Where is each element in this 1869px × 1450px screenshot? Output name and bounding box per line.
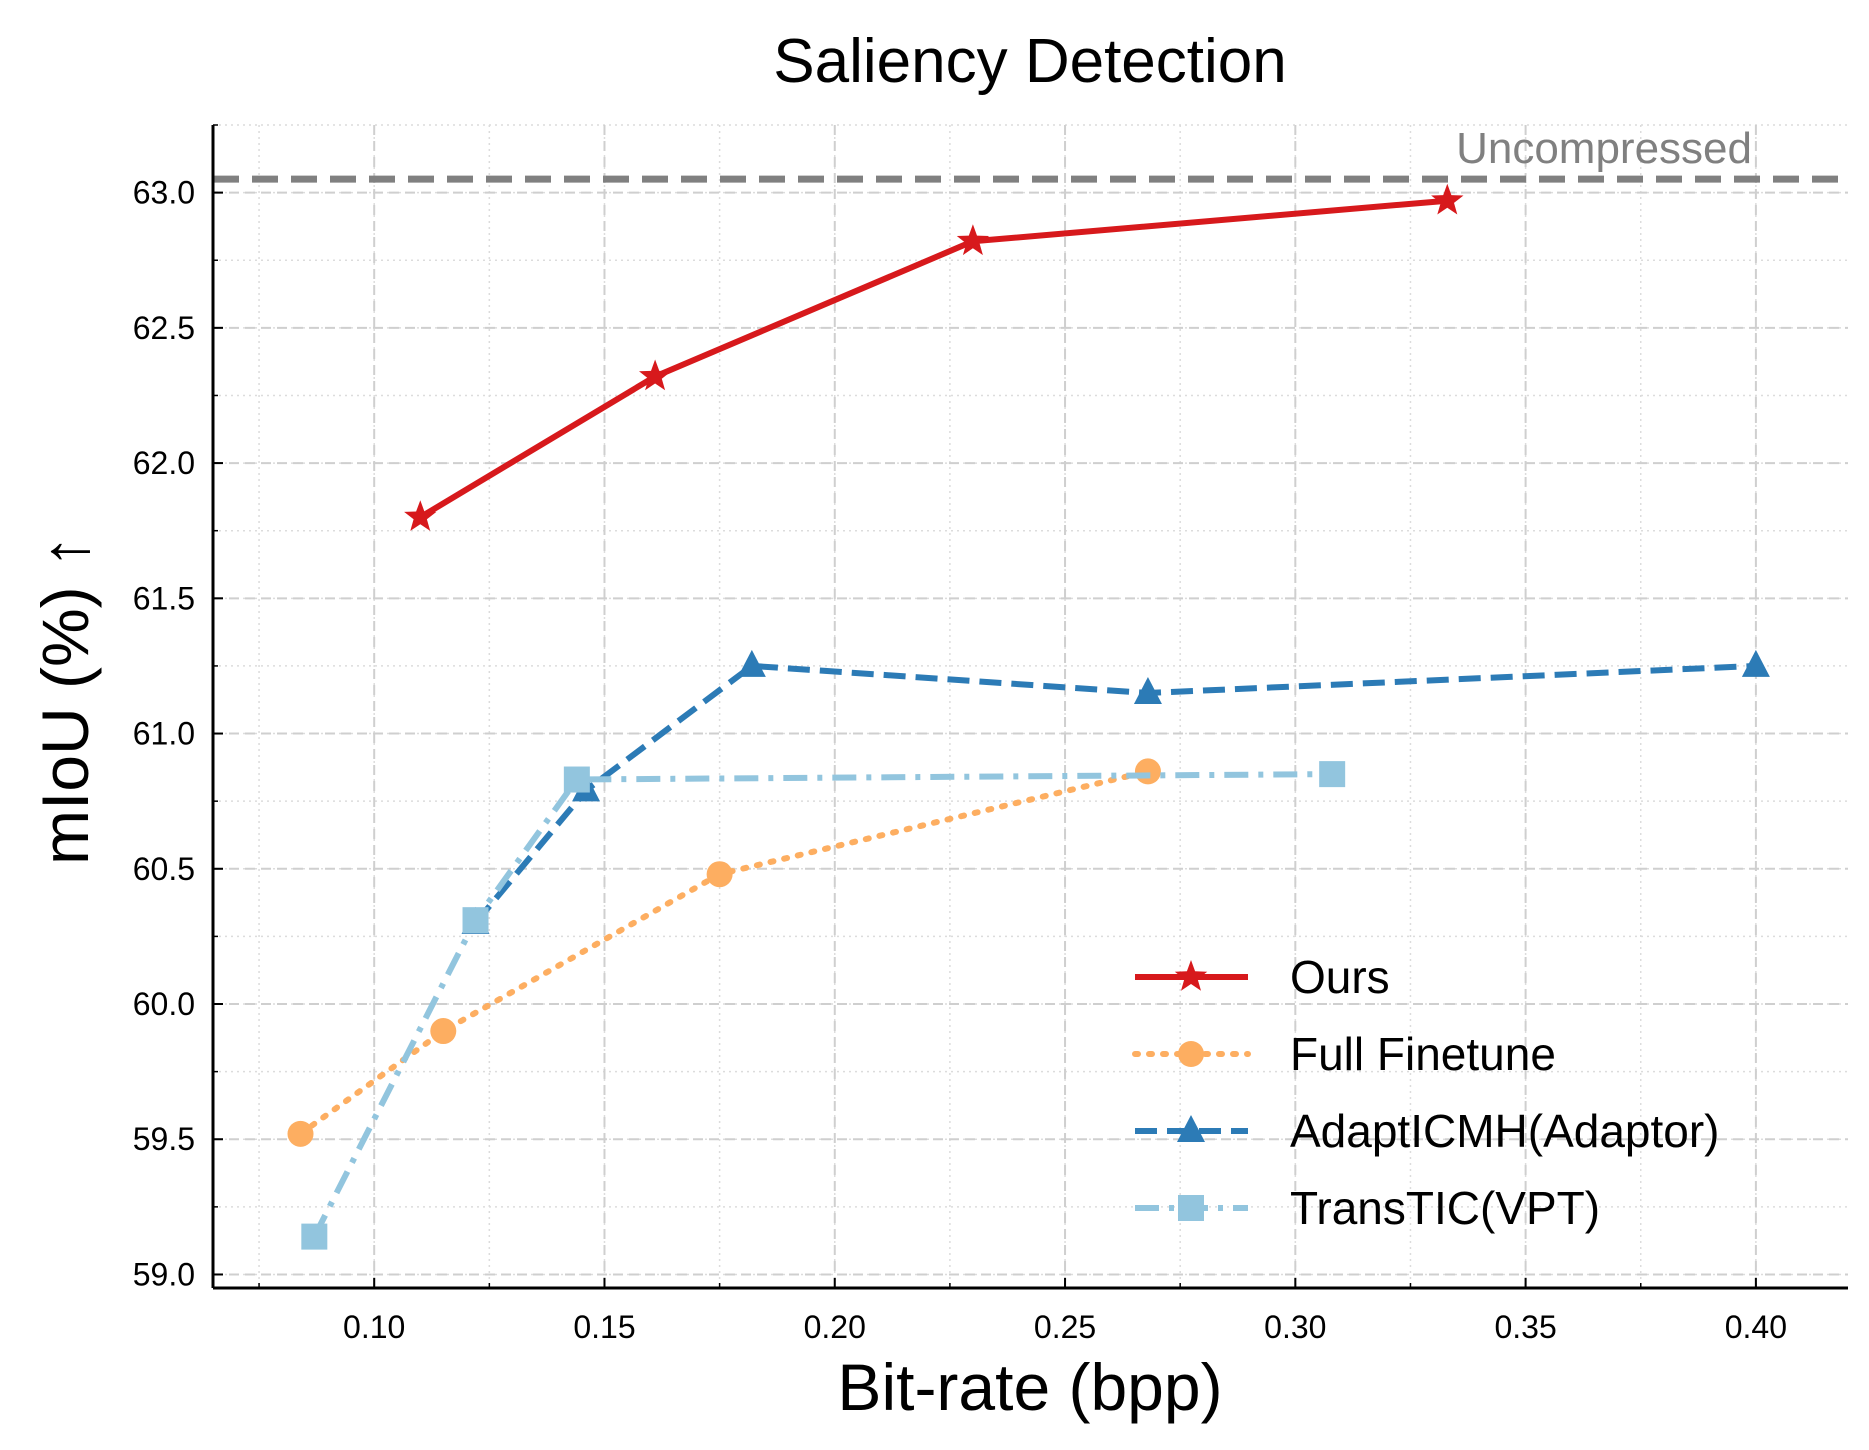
x-tick-label: 0.40	[1725, 1309, 1787, 1345]
series-line	[297, 768, 1151, 1137]
circle-marker	[430, 1018, 457, 1045]
y-axis-label: mIoU (%) ↑	[28, 535, 102, 865]
legend-item-4: TransTIC(VPT)	[1135, 1182, 1600, 1234]
reference-line-label: Uncompressed	[1456, 124, 1752, 173]
series-4	[301, 761, 1346, 1250]
star-marker	[1174, 960, 1208, 991]
grid	[213, 124, 1848, 1288]
legend-label: AdaptICMH(Adaptor)	[1290, 1105, 1720, 1157]
y-tick-label: 62.0	[133, 445, 195, 481]
square-marker	[462, 907, 489, 934]
circle-marker	[706, 861, 733, 888]
square-marker	[1319, 761, 1346, 788]
x-tick-label: 0.35	[1494, 1309, 1556, 1345]
circle-marker	[287, 1120, 314, 1147]
square-marker	[563, 766, 590, 793]
y-tick-label: 60.0	[133, 986, 195, 1022]
y-tick-label: 59.5	[133, 1121, 195, 1157]
triangle-marker	[1741, 649, 1770, 677]
series-line	[311, 771, 1333, 1238]
x-tick-label: 0.15	[573, 1309, 635, 1345]
series-group	[287, 183, 1770, 1250]
triangle-marker	[737, 649, 766, 677]
x-tick-label: 0.25	[1034, 1309, 1096, 1345]
legend-label: TransTIC(VPT)	[1290, 1182, 1600, 1234]
circle-marker	[1134, 758, 1161, 785]
y-tick-label: 59.0	[133, 1256, 195, 1292]
y-tick-label: 63.0	[133, 175, 195, 211]
x-tick-label: 0.10	[343, 1309, 405, 1345]
x-tick-label: 0.30	[1264, 1309, 1326, 1345]
series-line	[473, 662, 1757, 925]
triangle-marker	[1177, 1115, 1205, 1142]
tick-labels: 0.10 0.15 0.20 0.25 0.30 0.35 0.40 59.0 59.5 60.0…	[133, 175, 1787, 1345]
series-2	[287, 758, 1161, 1147]
circle-marker	[1178, 1041, 1204, 1067]
y-tick-label: 61.5	[133, 580, 195, 616]
legend-item-3: AdaptICMH(Adaptor)	[1135, 1105, 1720, 1157]
triangle-marker	[1133, 676, 1162, 704]
legend-item-2: Full Finetune	[1132, 1028, 1556, 1080]
series-3	[461, 649, 1770, 934]
square-marker	[301, 1223, 328, 1250]
chart-title: Saliency Detection	[773, 27, 1287, 96]
star-marker	[1431, 183, 1464, 215]
star-marker	[639, 359, 672, 391]
series-line	[418, 197, 1448, 520]
y-tick-label: 62.5	[133, 310, 195, 346]
star-marker	[956, 224, 990, 256]
legend: Ours Full Finetune AdaptICMH(Adaptor) Trans…	[1132, 951, 1720, 1234]
star-marker	[404, 500, 437, 531]
legend-label: Ours	[1290, 951, 1390, 1003]
y-tick-label: 61.0	[133, 716, 195, 752]
series-1	[404, 183, 1464, 531]
square-marker	[1178, 1195, 1204, 1221]
legend-label: Full Finetune	[1290, 1028, 1556, 1080]
y-tick-label: 60.5	[133, 851, 195, 887]
axes	[211, 124, 1848, 1290]
legend-item-1: Ours	[1135, 951, 1390, 1003]
x-axis-label: Bit-rate (bpp)	[837, 1350, 1222, 1424]
x-tick-label: 0.20	[804, 1309, 866, 1345]
